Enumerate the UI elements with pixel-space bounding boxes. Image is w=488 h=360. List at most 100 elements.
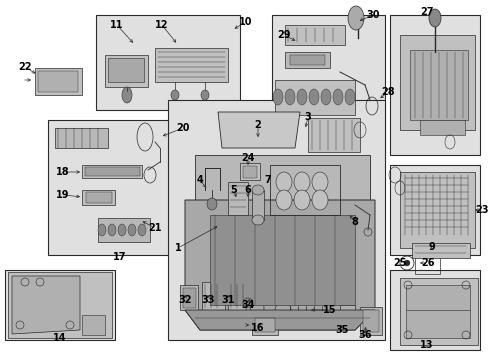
Ellipse shape bbox=[285, 89, 294, 105]
Text: 36: 36 bbox=[358, 330, 371, 340]
Bar bbox=[243, 166, 257, 178]
Bar bbox=[82, 165, 142, 178]
Text: 31: 31 bbox=[221, 295, 234, 305]
Bar bbox=[251, 190, 264, 220]
Text: 23: 23 bbox=[474, 205, 488, 215]
Bar bbox=[96, 15, 240, 110]
Polygon shape bbox=[12, 276, 80, 334]
Text: 5: 5 bbox=[230, 185, 237, 195]
Bar bbox=[271, 15, 384, 155]
Text: 3: 3 bbox=[304, 112, 311, 122]
Bar bbox=[85, 167, 140, 176]
Text: 30: 30 bbox=[366, 10, 379, 20]
Bar bbox=[209, 215, 354, 305]
Ellipse shape bbox=[251, 215, 264, 225]
Bar bbox=[411, 243, 469, 258]
Polygon shape bbox=[195, 155, 369, 200]
Bar bbox=[183, 288, 196, 308]
Text: 17: 17 bbox=[113, 252, 126, 262]
Bar bbox=[414, 256, 439, 274]
Bar bbox=[399, 278, 477, 345]
Bar bbox=[202, 282, 224, 310]
Text: 34: 34 bbox=[241, 300, 254, 310]
Text: 25: 25 bbox=[392, 258, 406, 268]
Ellipse shape bbox=[108, 224, 116, 236]
Text: 33: 33 bbox=[201, 295, 214, 305]
Text: 27: 27 bbox=[419, 7, 433, 17]
Bar bbox=[86, 192, 112, 203]
Ellipse shape bbox=[138, 224, 146, 236]
Text: 19: 19 bbox=[56, 190, 70, 200]
Text: 32: 32 bbox=[178, 295, 191, 305]
Bar bbox=[8, 272, 112, 338]
Bar bbox=[48, 120, 184, 255]
Text: 22: 22 bbox=[18, 62, 32, 72]
Bar bbox=[285, 25, 345, 45]
Bar bbox=[419, 120, 464, 135]
Text: 9: 9 bbox=[428, 242, 434, 252]
Text: 7: 7 bbox=[264, 175, 271, 185]
Bar bbox=[251, 315, 278, 335]
Text: 4: 4 bbox=[196, 175, 203, 185]
Bar bbox=[155, 48, 227, 82]
Bar bbox=[405, 285, 469, 338]
Text: 29: 29 bbox=[277, 30, 290, 40]
Ellipse shape bbox=[293, 172, 309, 192]
Text: 10: 10 bbox=[239, 17, 252, 27]
Ellipse shape bbox=[201, 90, 208, 100]
Ellipse shape bbox=[311, 190, 327, 210]
Polygon shape bbox=[218, 112, 299, 148]
Text: 24: 24 bbox=[241, 153, 254, 163]
Bar bbox=[409, 50, 467, 120]
Text: 6: 6 bbox=[244, 185, 251, 195]
Bar bbox=[168, 100, 384, 340]
Bar bbox=[274, 80, 354, 115]
Bar bbox=[389, 165, 479, 255]
Text: 15: 15 bbox=[323, 305, 336, 315]
Bar bbox=[362, 310, 378, 332]
Bar bbox=[35, 68, 82, 95]
Text: 26: 26 bbox=[420, 258, 434, 268]
Text: 8: 8 bbox=[351, 217, 358, 227]
Bar bbox=[285, 52, 329, 68]
Text: 12: 12 bbox=[155, 20, 168, 30]
Text: 1: 1 bbox=[174, 243, 181, 253]
Polygon shape bbox=[184, 200, 374, 330]
Text: 16: 16 bbox=[251, 323, 264, 333]
Bar bbox=[108, 58, 143, 82]
Bar bbox=[5, 270, 115, 340]
Ellipse shape bbox=[118, 224, 126, 236]
Text: 18: 18 bbox=[56, 167, 70, 177]
Ellipse shape bbox=[128, 224, 136, 236]
Bar bbox=[227, 182, 247, 215]
Bar bbox=[105, 55, 148, 87]
Bar bbox=[389, 15, 479, 155]
Text: 35: 35 bbox=[335, 325, 348, 335]
Ellipse shape bbox=[272, 89, 283, 105]
Bar bbox=[359, 307, 381, 335]
Text: 11: 11 bbox=[110, 20, 123, 30]
Ellipse shape bbox=[275, 172, 291, 192]
Bar bbox=[98, 218, 150, 242]
Bar bbox=[180, 285, 198, 310]
Bar bbox=[254, 318, 274, 332]
Ellipse shape bbox=[296, 89, 306, 105]
Polygon shape bbox=[184, 310, 374, 330]
Ellipse shape bbox=[206, 198, 217, 210]
Bar bbox=[38, 71, 78, 92]
Bar bbox=[55, 128, 108, 148]
Ellipse shape bbox=[320, 89, 330, 105]
Ellipse shape bbox=[332, 89, 342, 105]
Bar bbox=[82, 190, 115, 205]
Bar bbox=[289, 55, 325, 65]
Bar bbox=[227, 282, 249, 310]
Bar bbox=[307, 118, 359, 152]
Text: 14: 14 bbox=[53, 333, 67, 343]
Ellipse shape bbox=[345, 89, 354, 105]
Text: 21: 21 bbox=[148, 223, 162, 233]
Ellipse shape bbox=[171, 90, 179, 100]
Text: 13: 13 bbox=[419, 340, 433, 350]
Bar bbox=[240, 163, 260, 180]
Ellipse shape bbox=[428, 9, 440, 27]
Bar bbox=[389, 270, 479, 350]
